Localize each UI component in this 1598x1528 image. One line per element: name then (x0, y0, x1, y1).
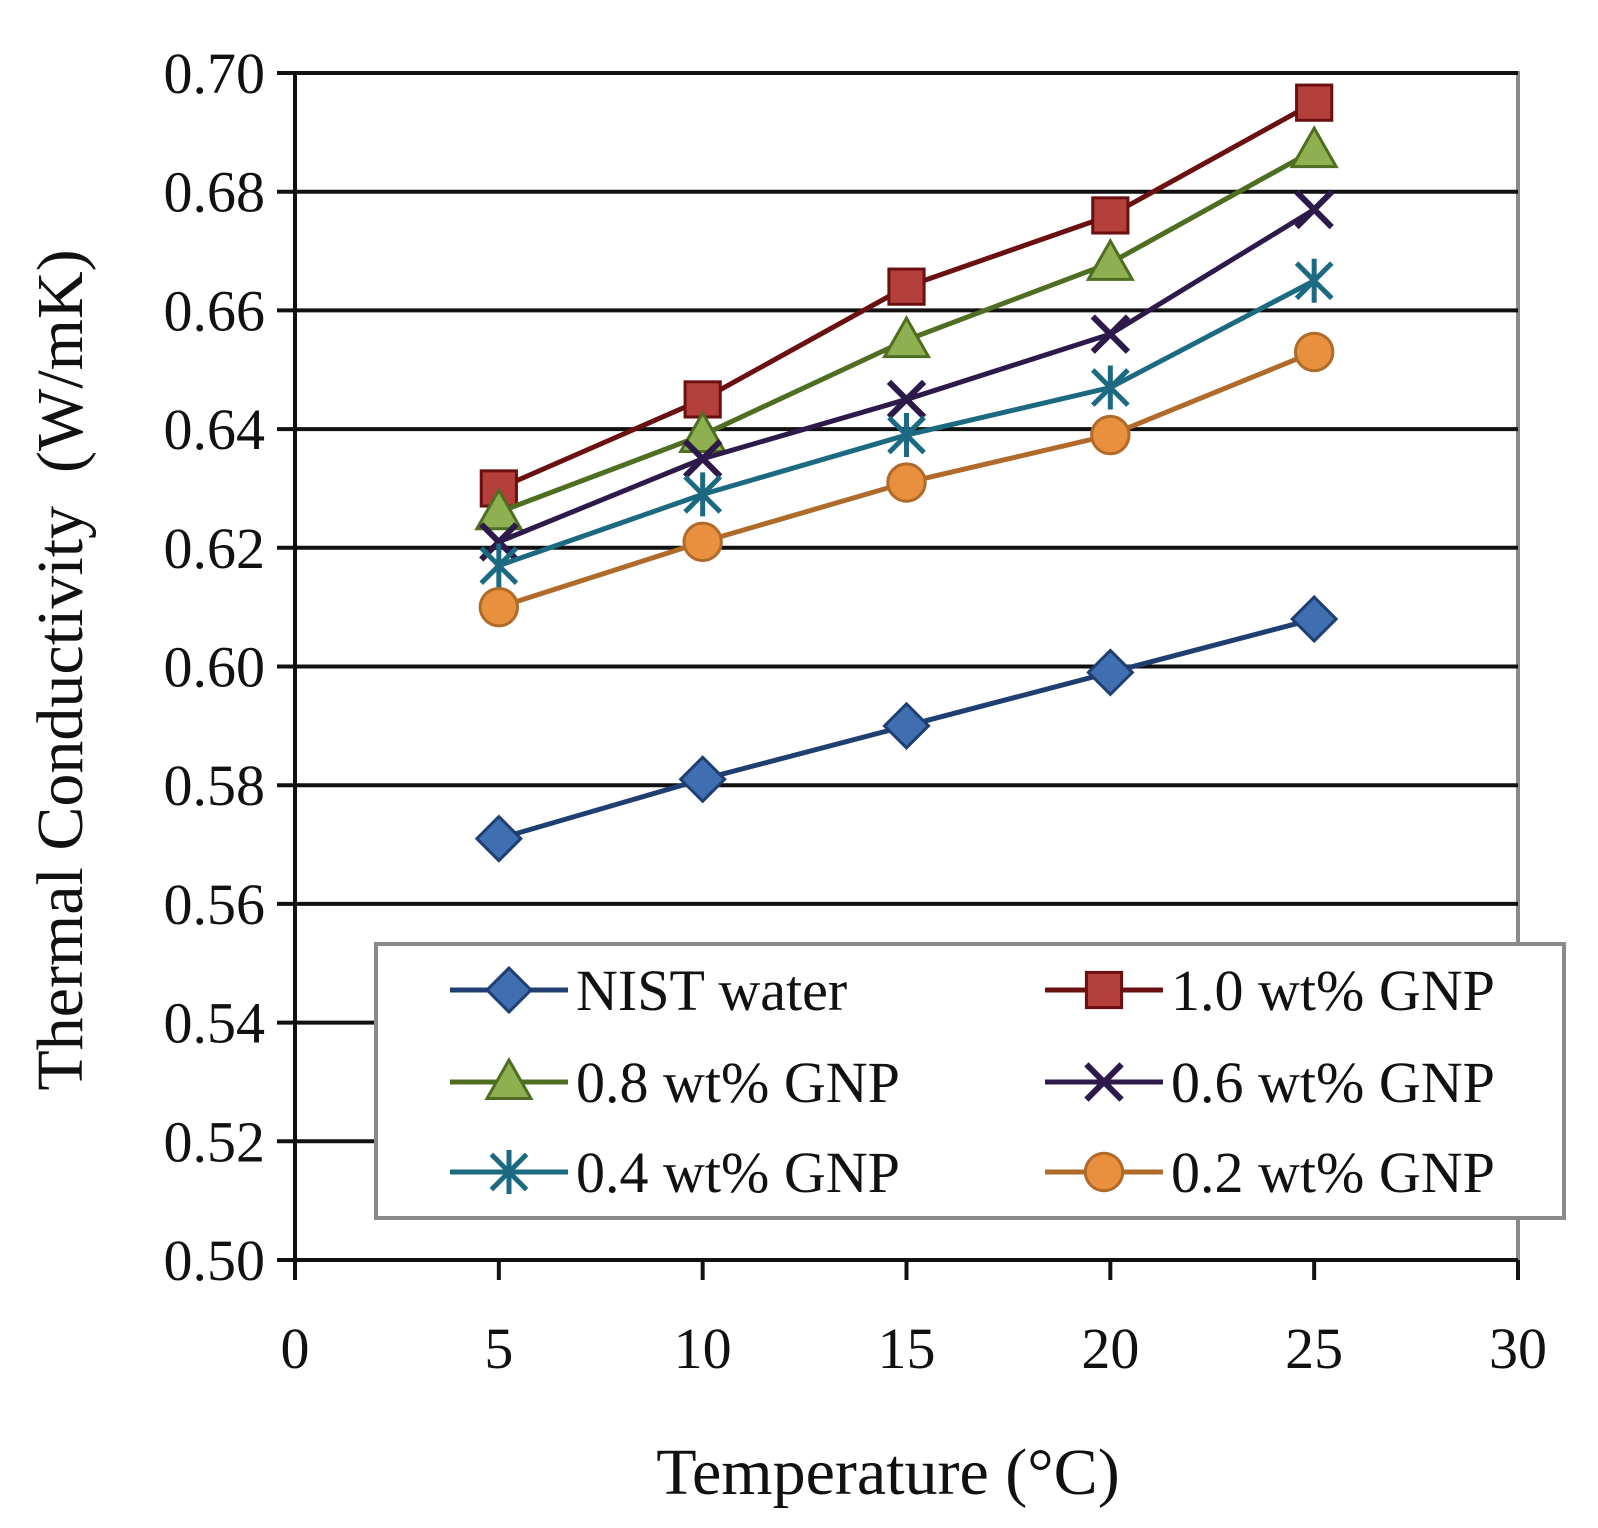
legend-item: 0.4 wt% GNP (450, 1140, 900, 1205)
series-0-6-wt-gnp (479, 189, 1334, 562)
data-point (479, 543, 519, 588)
data-point (1090, 414, 1131, 456)
data-point (474, 814, 523, 863)
legend-label: NIST water (576, 958, 847, 1023)
legend-label: 0.6 wt% GNP (1171, 1050, 1495, 1115)
data-point (1091, 196, 1130, 235)
data-point (1290, 594, 1339, 644)
series (474, 83, 1339, 863)
data-point (887, 413, 926, 458)
y-tick-label: 0.50 (164, 1228, 266, 1293)
y-tick-label: 0.64 (164, 397, 266, 462)
axes (277, 71, 1520, 1280)
x-tick-label: 10 (674, 1316, 732, 1381)
x-tick-label: 30 (1489, 1316, 1547, 1381)
legend-marker (1084, 970, 1124, 1010)
data-point (1090, 365, 1130, 410)
data-point (682, 439, 723, 479)
data-point (474, 487, 524, 531)
x-axis-title: Temperature (°C) (656, 1436, 1119, 1509)
y-axis-title: Thermal Conductivity (W/mK) (24, 249, 97, 1090)
legend: NIST water 1.0 wt% GNP 0.8 wt% GNP 0.6 wt% … (374, 942, 1566, 1220)
legend-marker (1084, 1062, 1124, 1102)
series-0-4-wt-gnp (479, 258, 1334, 588)
legend-marker (484, 1056, 534, 1100)
data-point (882, 701, 931, 750)
data-point (678, 410, 728, 454)
data-point (886, 379, 927, 420)
data-point (1294, 258, 1334, 303)
x-tick-label: 5 (484, 1316, 513, 1381)
legend-item: 0.8 wt% GNP (450, 1050, 900, 1115)
y-tick-label: 0.58 (164, 753, 266, 818)
legend-label: 0.2 wt% GNP (1171, 1140, 1495, 1205)
legend-label: 0.4 wt% GNP (576, 1140, 900, 1205)
data-point (1289, 125, 1339, 169)
y-tick-label: 0.68 (164, 160, 266, 225)
y-tick-label: 0.70 (164, 41, 266, 106)
data-point (1090, 314, 1131, 354)
legend-label: 0.8 wt% GNP (576, 1050, 900, 1115)
axis-labels: 0.50 0.52 0.54 0.56 0.58 0.60 0.62 0.64 0.66 0.68… (24, 41, 1547, 1509)
series-1-0-wt-gnp (479, 83, 1334, 508)
series-0-2-wt-gnp (478, 331, 1335, 628)
series-0-8-wt-gnp (474, 125, 1339, 531)
legend-marker (484, 965, 534, 1015)
data-point (678, 755, 727, 804)
data-point (1294, 189, 1334, 230)
data-point (886, 462, 927, 503)
legend-item: NIST water (450, 958, 847, 1023)
y-tick-label: 0.56 (164, 872, 266, 937)
x-tick-label: 0 (281, 1316, 310, 1381)
legend-label: 1.0 wt% GNP (1171, 958, 1495, 1023)
data-point (1085, 237, 1135, 281)
data-point (1086, 648, 1135, 697)
y-tick-label: 0.66 (164, 278, 266, 343)
legend-item: 1.0 wt% GNP (1045, 958, 1495, 1023)
x-tick-label: 15 (878, 1316, 936, 1381)
y-tick-label: 0.52 (164, 1109, 266, 1174)
x-tick-label: 20 (1081, 1316, 1139, 1381)
data-point (887, 267, 926, 306)
data-point (1295, 83, 1334, 122)
series-nist-water (474, 594, 1339, 863)
data-point (682, 521, 723, 563)
data-point (881, 315, 932, 359)
y-tick-label: 0.62 (164, 516, 266, 581)
data-point (683, 472, 723, 517)
legend-marker (489, 1150, 529, 1194)
legend-item: 0.2 wt% GNP (1045, 1140, 1495, 1205)
y-tick-label: 0.60 (164, 635, 266, 700)
data-point (478, 586, 520, 628)
x-tick-label: 25 (1285, 1316, 1343, 1381)
data-point (1293, 331, 1335, 373)
y-tick-label: 0.54 (164, 991, 266, 1056)
legend-marker (1083, 1151, 1125, 1193)
legend-box (374, 942, 1566, 1220)
legend-item: 0.6 wt% GNP (1045, 1050, 1495, 1115)
